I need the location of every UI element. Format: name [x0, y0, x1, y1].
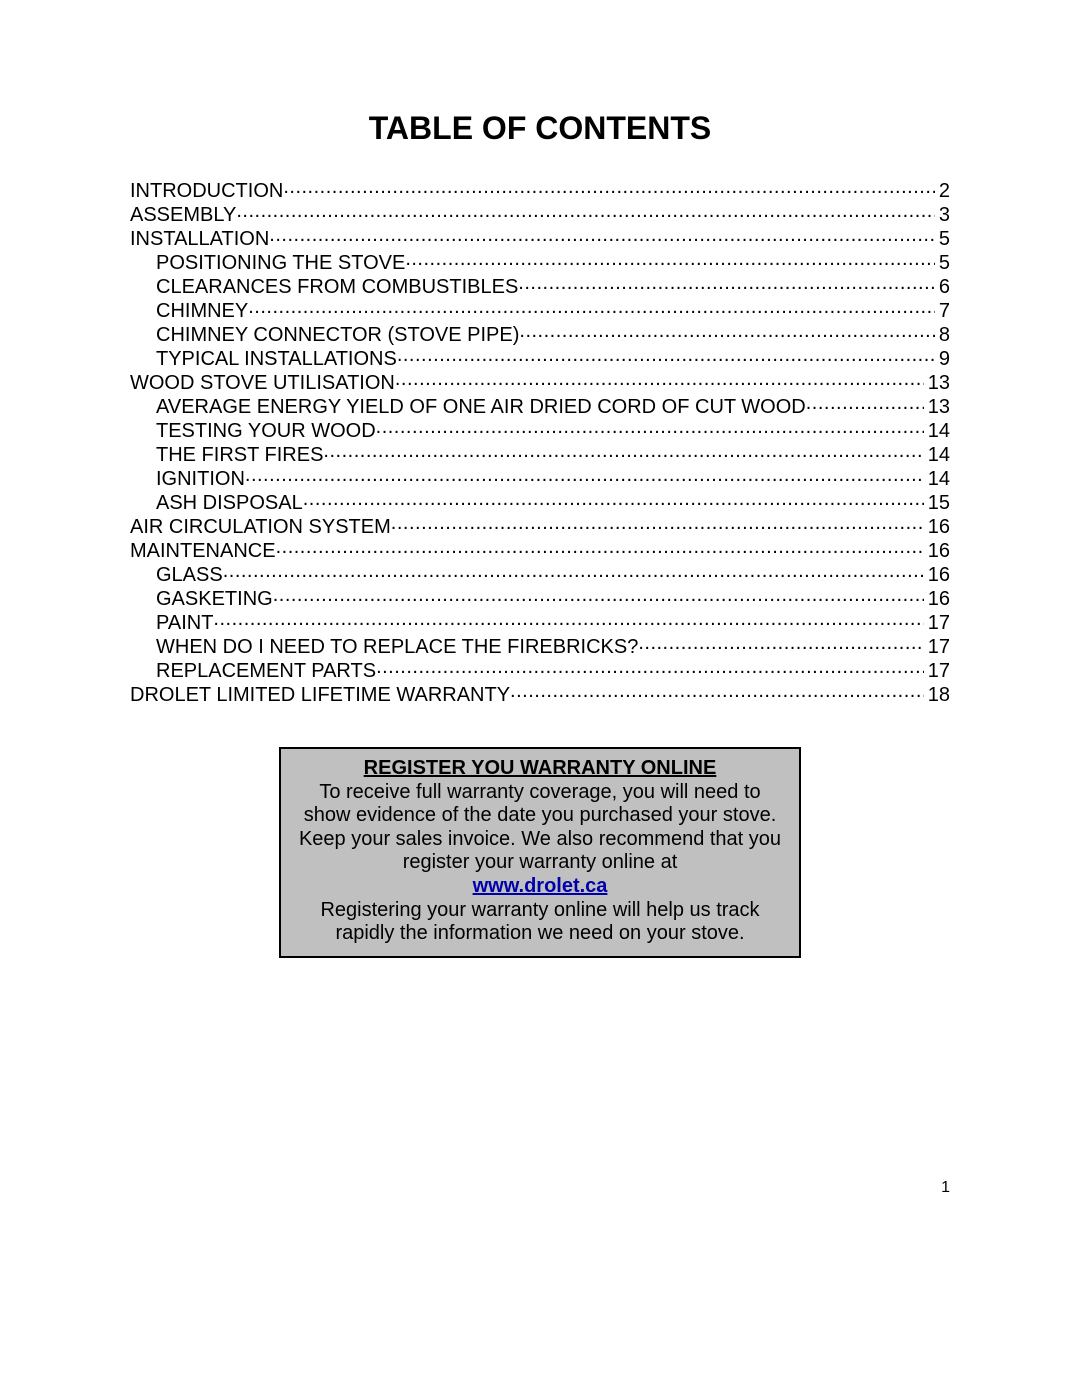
toc-leader-dots	[223, 561, 924, 581]
toc-entry: REPLACEMENT PARTS 17	[130, 657, 950, 681]
toc-leader-dots	[269, 225, 935, 245]
toc-entry-page: 5	[935, 229, 950, 249]
toc-entry-label: GLASS	[156, 565, 223, 585]
toc-leader-dots	[303, 489, 924, 509]
toc-entry: AIR CIRCULATION SYSTEM 16	[130, 513, 950, 537]
toc-entry-page: 14	[924, 445, 950, 465]
toc-entry-label: IGNITION	[156, 469, 245, 489]
toc-entry-label: POSITIONING THE STOVE	[156, 253, 405, 273]
toc-leader-dots	[376, 417, 924, 437]
toc-entry: THE FIRST FIRES 14	[130, 441, 950, 465]
toc-entry-page: 17	[924, 613, 950, 633]
warranty-section: REGISTER YOU WARRANTY ONLINE To receive …	[130, 747, 950, 958]
toc-entry-label: INTRODUCTION	[130, 181, 283, 201]
toc-leader-dots	[397, 345, 935, 365]
toc-entry: WHEN DO I NEED TO REPLACE THE FIREBRICKS…	[130, 633, 950, 657]
toc-entry: TYPICAL INSTALLATIONS 9	[130, 345, 950, 369]
toc-leader-dots	[248, 297, 935, 317]
toc-entry-label: WHEN DO I NEED TO REPLACE THE FIREBRICKS…	[156, 637, 638, 657]
toc-entry-page: 16	[924, 541, 950, 561]
toc-entry: ASH DISPOSAL 15	[130, 489, 950, 513]
toc-leader-dots	[395, 369, 924, 389]
toc-entry-page: 6	[935, 277, 950, 297]
toc-entry-label: CHIMNEY	[156, 301, 248, 321]
toc-entry-label: MAINTENANCE	[130, 541, 276, 561]
toc-leader-dots	[376, 657, 924, 677]
toc-entry-page: 14	[924, 469, 950, 489]
toc-entry-label: THE FIRST FIRES	[156, 445, 323, 465]
toc-entry-label: GASKETING	[156, 589, 273, 609]
toc-leader-dots	[405, 249, 935, 269]
page-title: TABLE OF CONTENTS	[130, 110, 950, 147]
toc-leader-dots	[283, 177, 935, 197]
toc-entry-label: WOOD STOVE UTILISATION	[130, 373, 395, 393]
toc-entry-page: 9	[935, 349, 950, 369]
toc-entry: CHIMNEY 7	[130, 297, 950, 321]
toc-entry-page: 13	[924, 373, 950, 393]
toc-entry-page: 16	[924, 589, 950, 609]
toc-entry: DROLET LIMITED LIFETIME WARRANTY 18	[130, 681, 950, 705]
toc-entry: INSTALLATION 5	[130, 225, 950, 249]
toc-entry-page: 5	[935, 253, 950, 273]
warranty-body-1: To receive full warranty coverage, you w…	[299, 781, 781, 874]
toc-entry-page: 17	[924, 637, 950, 657]
toc-entry-page: 14	[924, 421, 950, 441]
toc-entry-page: 2	[935, 181, 950, 201]
warranty-body-2: Registering your warranty online will he…	[320, 899, 759, 945]
toc-entry-page: 3	[935, 205, 950, 225]
toc-entry-page: 16	[924, 517, 950, 537]
toc-entry-page: 8	[935, 325, 950, 345]
toc-leader-dots	[276, 537, 924, 557]
toc-entry-label: PAINT	[156, 613, 213, 633]
toc-entry-page: 15	[924, 493, 950, 513]
toc-leader-dots	[323, 441, 923, 461]
document-page: TABLE OF CONTENTS INTRODUCTION 2ASSEMBLY…	[0, 0, 1080, 1397]
toc-entry: INTRODUCTION 2	[130, 177, 950, 201]
toc-entry: WOOD STOVE UTILISATION 13	[130, 369, 950, 393]
toc-entry: CLEARANCES FROM COMBUSTIBLES 6	[130, 273, 950, 297]
toc-entry-label: TESTING YOUR WOOD	[156, 421, 376, 441]
toc-entry-label: REPLACEMENT PARTS	[156, 661, 376, 681]
toc-leader-dots	[245, 465, 924, 485]
page-number: 1	[941, 1179, 950, 1197]
toc-leader-dots	[273, 585, 924, 605]
toc-leader-dots	[213, 609, 923, 629]
toc-entry: POSITIONING THE STOVE 5	[130, 249, 950, 273]
toc-entry: PAINT 17	[130, 609, 950, 633]
toc-entry-label: DROLET LIMITED LIFETIME WARRANTY	[130, 685, 510, 705]
toc-entry: AVERAGE ENERGY YIELD OF ONE AIR DRIED CO…	[130, 393, 950, 417]
toc-leader-dots	[236, 201, 935, 221]
toc-leader-dots	[519, 321, 934, 341]
toc-entry-label: ASSEMBLY	[130, 205, 236, 225]
warranty-box: REGISTER YOU WARRANTY ONLINE To receive …	[279, 747, 801, 958]
warranty-heading: REGISTER YOU WARRANTY ONLINE	[364, 757, 717, 779]
toc-entry: MAINTENANCE 16	[130, 537, 950, 561]
toc-leader-dots	[391, 513, 924, 533]
toc-entry: GLASS 16	[130, 561, 950, 585]
toc-entry: CHIMNEY CONNECTOR (STOVE PIPE) 8	[130, 321, 950, 345]
toc-entry-label: INSTALLATION	[130, 229, 269, 249]
toc-entry: ASSEMBLY 3	[130, 201, 950, 225]
toc-leader-dots	[638, 633, 923, 653]
toc-leader-dots	[510, 681, 924, 701]
table-of-contents: INTRODUCTION 2ASSEMBLY 3INSTALLATION 5PO…	[130, 177, 950, 705]
toc-entry-page: 13	[924, 397, 950, 417]
toc-entry-page: 18	[924, 685, 950, 705]
toc-entry-label: AVERAGE ENERGY YIELD OF ONE AIR DRIED CO…	[156, 397, 806, 417]
toc-entry-page: 7	[935, 301, 950, 321]
warranty-link[interactable]: www.drolet.ca	[473, 875, 608, 897]
toc-entry-label: TYPICAL INSTALLATIONS	[156, 349, 397, 369]
toc-entry: GASKETING 16	[130, 585, 950, 609]
toc-entry-label: CLEARANCES FROM COMBUSTIBLES	[156, 277, 518, 297]
toc-entry: IGNITION 14	[130, 465, 950, 489]
toc-entry: TESTING YOUR WOOD 14	[130, 417, 950, 441]
toc-leader-dots	[518, 273, 935, 293]
toc-entry-page: 17	[924, 661, 950, 681]
toc-entry-page: 16	[924, 565, 950, 585]
toc-entry-label: ASH DISPOSAL	[156, 493, 303, 513]
toc-entry-label: AIR CIRCULATION SYSTEM	[130, 517, 391, 537]
toc-leader-dots	[806, 393, 924, 413]
toc-entry-label: CHIMNEY CONNECTOR (STOVE PIPE)	[156, 325, 519, 345]
